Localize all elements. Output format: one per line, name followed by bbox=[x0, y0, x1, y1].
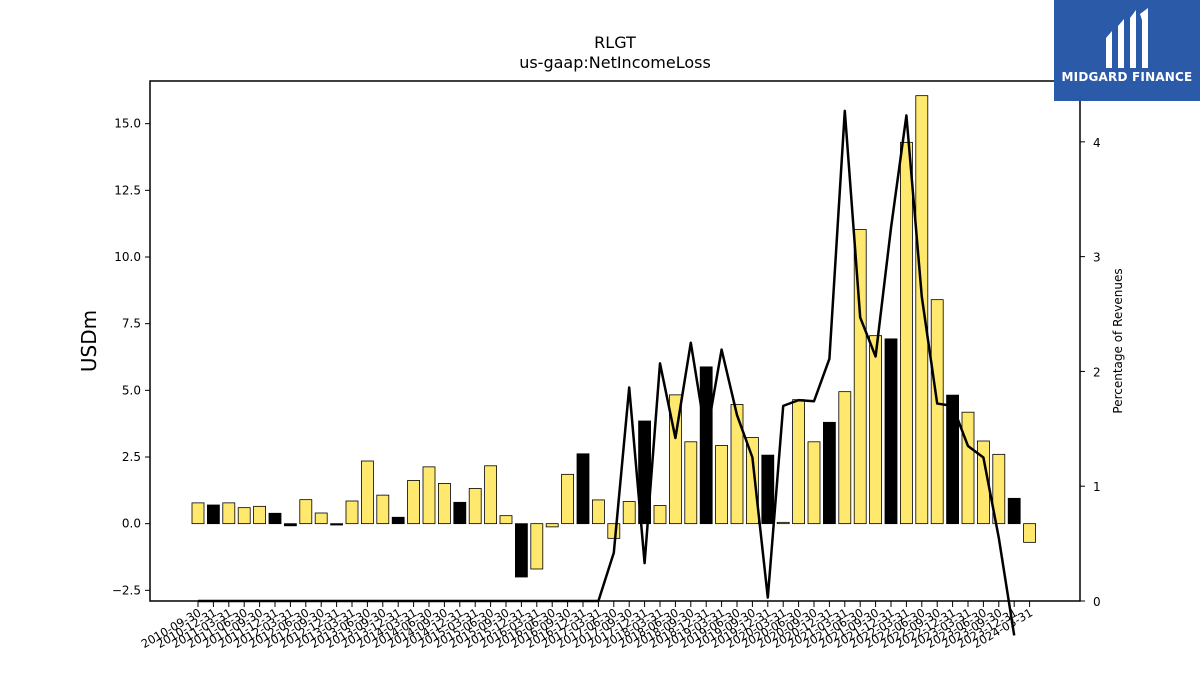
y2-tick-label: 3 bbox=[1093, 251, 1101, 265]
bar bbox=[561, 473, 574, 525]
y-tick-label: 5.0 bbox=[122, 383, 141, 397]
bar bbox=[360, 460, 374, 525]
bar bbox=[268, 512, 282, 525]
bar bbox=[253, 505, 267, 525]
y-tick-label: 7.5 bbox=[122, 317, 141, 331]
bar bbox=[776, 521, 790, 525]
y-tick-label: 12.5 bbox=[114, 183, 141, 197]
bar bbox=[653, 505, 667, 525]
bar bbox=[299, 499, 313, 525]
bar bbox=[283, 523, 297, 527]
bar bbox=[607, 523, 621, 539]
bar bbox=[345, 500, 359, 525]
bar bbox=[807, 441, 821, 525]
bar bbox=[715, 445, 728, 525]
bar bbox=[222, 502, 236, 525]
bar bbox=[622, 501, 636, 525]
bar bbox=[884, 338, 898, 525]
bar bbox=[961, 411, 975, 525]
bar bbox=[823, 421, 836, 525]
bar bbox=[792, 399, 805, 525]
y2-tick-label: 4 bbox=[1093, 136, 1101, 150]
y-tick-label: 0.0 bbox=[122, 517, 141, 531]
bar bbox=[391, 516, 405, 525]
y-tick-label: 15.0 bbox=[114, 117, 141, 131]
y-tick-label: −2.5 bbox=[112, 583, 141, 597]
bar bbox=[684, 441, 698, 525]
bar bbox=[992, 453, 1006, 525]
bar bbox=[515, 523, 528, 578]
y2-tick-label: 2 bbox=[1093, 365, 1101, 379]
brand-logo: MIDGARD FINANCE bbox=[1054, 0, 1200, 101]
bar bbox=[592, 499, 605, 525]
chart-title: RLGT bbox=[594, 33, 636, 52]
bar bbox=[761, 454, 775, 525]
bar bbox=[191, 502, 205, 525]
bar bbox=[237, 507, 251, 525]
bar bbox=[484, 465, 498, 525]
bar bbox=[869, 335, 882, 525]
bar bbox=[376, 494, 390, 525]
y2-tick-label: 0 bbox=[1093, 595, 1101, 609]
y2-tick-label: 1 bbox=[1093, 480, 1101, 494]
bar bbox=[699, 366, 713, 525]
bar bbox=[499, 515, 513, 525]
bar bbox=[530, 523, 544, 570]
logo-text: MIDGARD FINANCE bbox=[1061, 70, 1193, 84]
y-tick-label: 10.0 bbox=[114, 250, 141, 264]
bar bbox=[453, 501, 467, 525]
bar bbox=[437, 482, 451, 525]
y-tick-label: 2.5 bbox=[122, 450, 141, 464]
plot-frame bbox=[149, 80, 1081, 602]
bar bbox=[900, 141, 913, 525]
bar bbox=[746, 437, 759, 525]
chart-subtitle: us-gaap:NetIncomeLoss bbox=[519, 53, 711, 72]
bar bbox=[730, 404, 744, 525]
bar bbox=[314, 512, 328, 525]
bar bbox=[545, 523, 559, 528]
bar bbox=[946, 394, 959, 525]
bar bbox=[930, 299, 944, 525]
plot-area: −2.50.02.55.07.510.012.515.0012342010-09… bbox=[112, 80, 1101, 651]
bar bbox=[206, 504, 220, 525]
bar bbox=[468, 488, 482, 525]
bar bbox=[915, 95, 929, 525]
y-axis-label-right: Percentage of Revenues bbox=[1111, 268, 1125, 413]
bar bbox=[576, 453, 590, 525]
bar bbox=[330, 523, 344, 526]
bar bbox=[1007, 497, 1021, 525]
bar bbox=[853, 229, 867, 525]
y-axis-label-left: USDm bbox=[77, 310, 101, 372]
bar bbox=[1023, 523, 1036, 543]
bar bbox=[407, 480, 421, 525]
logo-mark-icon bbox=[1106, 8, 1148, 68]
bar bbox=[422, 466, 436, 525]
bar bbox=[838, 391, 852, 525]
